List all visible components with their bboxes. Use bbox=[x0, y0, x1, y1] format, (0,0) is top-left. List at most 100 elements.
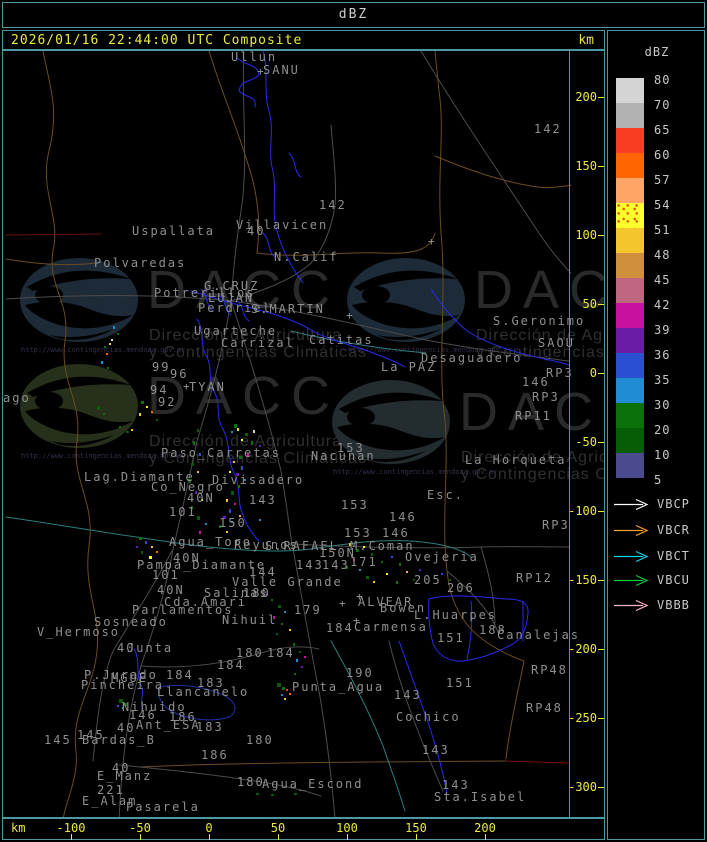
radar-echo bbox=[149, 556, 152, 559]
river-salado bbox=[330, 640, 406, 812]
y-axis-tick-label: 200 bbox=[575, 90, 597, 104]
radar-echo bbox=[419, 569, 421, 571]
map-label: RP3 bbox=[542, 518, 570, 532]
y-axis-tick-label: 100 bbox=[575, 228, 597, 242]
map-label: 143 bbox=[442, 778, 470, 792]
radar-echo bbox=[359, 569, 361, 571]
x-axis-tick-label: 200 bbox=[474, 821, 496, 835]
map-label: Co_Negro bbox=[151, 480, 225, 494]
map-label: Pincheira bbox=[81, 678, 165, 692]
status-bar: 2026/01/16 22:44:00 UTC Composite km bbox=[2, 30, 605, 50]
vector-arrow-icon bbox=[614, 524, 649, 537]
map-label: E_Alam bbox=[82, 794, 138, 808]
map-label: 180 bbox=[236, 646, 264, 660]
map-label: Desaguadero bbox=[421, 351, 523, 365]
colorbar-tick-label: 60 bbox=[654, 148, 671, 162]
map-label: 96 bbox=[170, 367, 189, 381]
map-label: Cochico bbox=[396, 710, 461, 724]
x-axis-tick-label: 0 bbox=[205, 821, 213, 835]
colorbar-swatch bbox=[616, 103, 644, 128]
radar-echo bbox=[199, 531, 201, 534]
map-label: Valle Grande bbox=[232, 575, 343, 589]
watermark-dacc-text: DACC bbox=[147, 366, 341, 426]
radar-echo bbox=[151, 546, 153, 548]
radar-echo bbox=[399, 563, 401, 566]
route-east-west-184 bbox=[140, 646, 320, 668]
map-label: 221 bbox=[97, 783, 125, 797]
map-label: 150N bbox=[319, 546, 356, 560]
radar-echo bbox=[131, 429, 133, 431]
radar-echo bbox=[253, 430, 255, 433]
radar-echo bbox=[259, 445, 261, 447]
radar-echo bbox=[239, 456, 242, 459]
radar-echo bbox=[449, 579, 451, 581]
map-cross-marker: + bbox=[353, 614, 360, 627]
vector-legend-label: VBCR bbox=[657, 523, 690, 537]
map-label: S.RAFAEL bbox=[265, 539, 339, 553]
colorbar-swatch bbox=[616, 353, 644, 378]
map-label: Villavicen bbox=[236, 218, 329, 232]
map-label: RP3 bbox=[532, 390, 560, 404]
radar-echo bbox=[107, 367, 109, 369]
vector-arrow-icon bbox=[614, 550, 649, 563]
map-label: 184 bbox=[267, 646, 295, 660]
radar-echo bbox=[236, 473, 239, 476]
x-axis-tick bbox=[347, 834, 348, 840]
radar-echo bbox=[247, 453, 249, 456]
river-mendoza bbox=[190, 290, 406, 368]
map-label: 146 bbox=[129, 708, 157, 722]
vector-legend-label: VBCT bbox=[657, 549, 690, 563]
radar-echo bbox=[353, 559, 355, 561]
map-label: N.Calif bbox=[274, 250, 339, 264]
radar-echo bbox=[294, 673, 296, 675]
map-label: Catitas bbox=[309, 333, 374, 347]
map-cross-marker: + bbox=[257, 65, 264, 78]
y-axis-tick-label: -150 bbox=[568, 573, 597, 587]
radar-echo bbox=[119, 699, 123, 703]
map-label: Carmensa bbox=[354, 620, 428, 634]
watermark-line1: Dirección de Agricultura bbox=[149, 327, 342, 344]
vector-legend-row: VBCP bbox=[613, 498, 689, 512]
radar-echo bbox=[371, 553, 373, 556]
radar-echo bbox=[284, 611, 286, 613]
radar-echo bbox=[151, 411, 153, 413]
radar-echo bbox=[276, 633, 278, 635]
border-west bbox=[42, 51, 99, 817]
map-label: Uspallata bbox=[132, 224, 216, 238]
radar-echo bbox=[139, 537, 142, 540]
map-label: TYAN bbox=[189, 380, 226, 394]
radar-echo bbox=[271, 599, 273, 601]
y-axis-tick bbox=[598, 235, 604, 236]
radar-echo bbox=[413, 579, 415, 581]
map-cross-marker: + bbox=[339, 597, 346, 610]
colorbar-tick-label: 54 bbox=[654, 198, 671, 212]
border-east bbox=[434, 51, 525, 760]
map-label: L.Huarpes bbox=[414, 608, 498, 622]
map-label: Reyunos bbox=[234, 538, 299, 552]
radar-echo bbox=[386, 573, 388, 575]
map-label: RP12 bbox=[516, 571, 553, 585]
radar-echo bbox=[366, 576, 369, 579]
map-label: Canalejas bbox=[497, 628, 581, 642]
radar-echo bbox=[219, 525, 221, 528]
radar-echo bbox=[281, 694, 283, 696]
radar-echo bbox=[299, 651, 301, 653]
watermark-dacc-text: DACC bbox=[459, 382, 604, 442]
colorbar-swatch bbox=[616, 203, 644, 228]
x-axis-tick bbox=[278, 834, 279, 840]
radar-echo bbox=[223, 516, 226, 519]
colorbar-swatch bbox=[616, 453, 644, 478]
colorbar-tick-label: 5 bbox=[654, 473, 663, 487]
map-label: 101 bbox=[152, 568, 180, 582]
river-llancanelo-in bbox=[133, 648, 144, 710]
radar-map-area: DACC Dirección de Agricultura y Contingenc… bbox=[2, 50, 605, 818]
y-axis-tick bbox=[598, 373, 604, 374]
map-label: M.Coman bbox=[350, 539, 415, 553]
x-axis-tick bbox=[485, 834, 486, 840]
radar-echo bbox=[293, 643, 295, 646]
map-label: Salinas bbox=[204, 586, 269, 600]
radar-echo bbox=[141, 551, 143, 554]
canal-north bbox=[290, 330, 427, 354]
